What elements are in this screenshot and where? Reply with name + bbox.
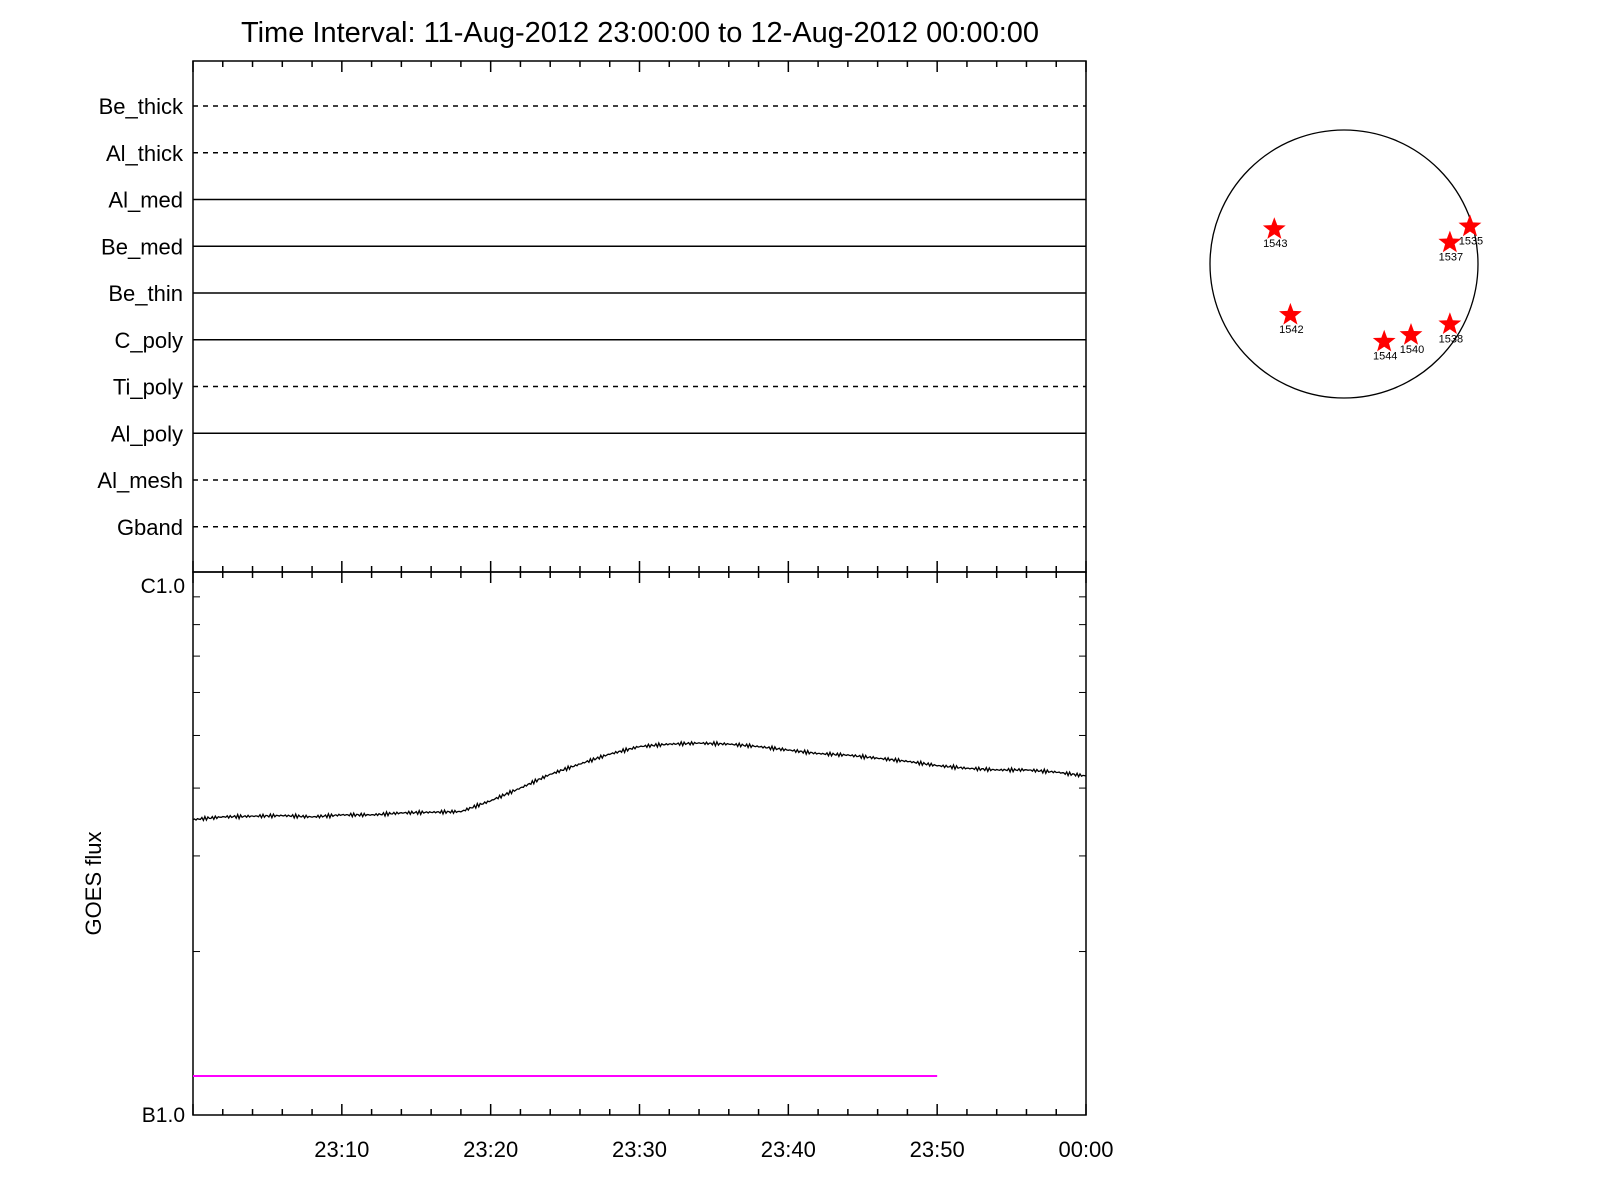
ar-label-1544: 1544 (1373, 351, 1397, 363)
channel-label-c_poly: C_poly (115, 328, 183, 353)
channel-label-gband: Gband (117, 515, 183, 540)
goes-panel-frame (192, 571, 1087, 1116)
x-tick-label: 23:20 (463, 1137, 518, 1162)
channel-label-be_thin: Be_thin (108, 281, 183, 306)
y-tick-label-b1: B1.0 (142, 1104, 185, 1127)
ar-marker-1538 (1438, 312, 1462, 334)
filter-panel: Be_thick Al_thick Al_med Be_med Be_thin C_pol… (97, 60, 1087, 573)
ar-marker-1537 (1438, 230, 1462, 253)
ar-label-1543: 1543 (1263, 238, 1287, 250)
x-tick-label: 00:00 (1058, 1137, 1113, 1162)
channel-label-al_mesh: Al_mesh (97, 468, 183, 493)
channel-label-al_med: Al_med (108, 188, 183, 213)
channel-label-ti_poly: Ti_poly (113, 375, 183, 400)
ar-label-1540: 1540 (1400, 344, 1424, 356)
ar-marker-1540 (1399, 323, 1423, 345)
ar-label-1538: 1538 (1439, 333, 1463, 345)
x-tick-label: 23:10 (314, 1137, 369, 1162)
goes-flux-line (192, 740, 1087, 822)
x-tick-label: 23:50 (910, 1137, 965, 1162)
x-tick-label: 23:30 (612, 1137, 667, 1162)
ar-marker-1535 (1458, 214, 1482, 237)
ar-label-1537: 1537 (1439, 252, 1463, 264)
solar-disk-outline (1209, 129, 1479, 399)
filter-panel-frame (192, 60, 1087, 573)
ar-label-1535: 1535 (1459, 235, 1483, 247)
ar-marker-1544 (1372, 329, 1396, 352)
goes-panel: 23:10 23:20 23:30 23:40 23:50 00:00 B1.0 C1.0 GO… (81, 571, 1114, 1162)
channel-label-al_poly: Al_poly (111, 421, 183, 446)
x-tick-label: 23:40 (761, 1137, 816, 1162)
ar-marker-1543 (1262, 217, 1286, 239)
y-axis-label: GOES flux (81, 832, 106, 936)
y-tick-label-c1: C1.0 (141, 575, 185, 598)
channel-label-be_med: Be_med (101, 234, 183, 259)
ar-marker-1542 (1279, 302, 1302, 325)
chart-title: Time Interval: 11-Aug-2012 23:00:00 to 1… (241, 17, 1039, 49)
channel-label-be_thick: Be_thick (99, 94, 184, 119)
channel-label-al_thick: Al_thick (106, 141, 184, 166)
ar-label-1542: 1542 (1279, 324, 1303, 336)
